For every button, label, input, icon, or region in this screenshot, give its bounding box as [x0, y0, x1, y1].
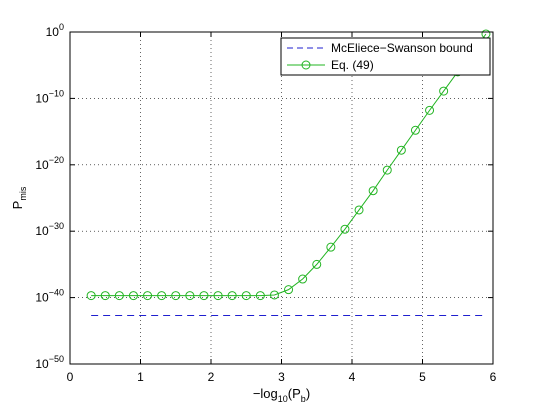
y-axis-label: Pmis [10, 186, 28, 209]
data-point-eq49 [312, 259, 322, 269]
data-point-eq49 [213, 291, 223, 301]
data-point-eq49 [340, 224, 350, 234]
data-point-eq49 [185, 291, 195, 301]
x-tick-label: 1 [137, 370, 144, 384]
data-point-eq49 [255, 291, 265, 301]
x-tick-label: 6 [490, 370, 497, 384]
data-point-eq49 [326, 242, 336, 252]
grid [70, 32, 493, 364]
x-tick-label: 2 [208, 370, 215, 384]
legend-marker-eq49 [301, 60, 311, 70]
data-point-eq49 [354, 205, 364, 215]
data-point-eq49 [298, 274, 308, 284]
legend-entry-eq49: Eq. (49) [331, 58, 374, 72]
data-point-eq49 [143, 291, 153, 301]
data-point-eq49 [199, 291, 209, 301]
series-line-eq49 [91, 33, 487, 297]
data-point-eq49 [410, 125, 420, 135]
x-tick-label: 0 [67, 370, 74, 384]
legend: McEliece−Swanson bound Eq. (49) [280, 37, 491, 76]
data-point-eq49 [157, 291, 167, 301]
y-tick-label: 10−20 [35, 155, 64, 172]
y-tick-label: 10−10 [35, 88, 64, 105]
data-point-eq49 [171, 291, 181, 301]
data-point-eq49 [86, 291, 96, 301]
data-point-eq49 [439, 86, 449, 96]
data-point-eq49 [241, 291, 251, 301]
y-tick-label: 10−50 [35, 354, 64, 371]
data-point-eq49 [382, 165, 392, 175]
y-tick-label: 100 [46, 22, 64, 39]
data-point-eq49 [284, 285, 294, 295]
data-point-eq49 [114, 291, 124, 301]
data-point-eq49 [128, 291, 138, 301]
plot-series [86, 29, 491, 317]
data-point-eq49 [100, 291, 110, 301]
x-tick-label: 3 [278, 370, 285, 384]
data-point-eq49 [269, 290, 279, 300]
y-tick-label: 10−30 [35, 221, 64, 238]
x-axis-label: −log10(Pb) [253, 386, 310, 404]
data-point-eq49 [227, 291, 237, 301]
x-tick-label: 5 [419, 370, 426, 384]
data-point-eq49 [425, 105, 435, 115]
x-tick-label: 4 [349, 370, 356, 384]
data-point-eq49 [368, 186, 378, 196]
axis-ticks: 0 1 2 3 4 5 6 100 10−10 10−20 10−30 10−40 10−50 [35, 22, 496, 384]
data-point-eq49 [396, 145, 406, 155]
legend-box [280, 37, 491, 76]
legend-entry-bound: McEliece−Swanson bound [331, 41, 473, 55]
y-tick-label: 10−40 [35, 288, 64, 305]
